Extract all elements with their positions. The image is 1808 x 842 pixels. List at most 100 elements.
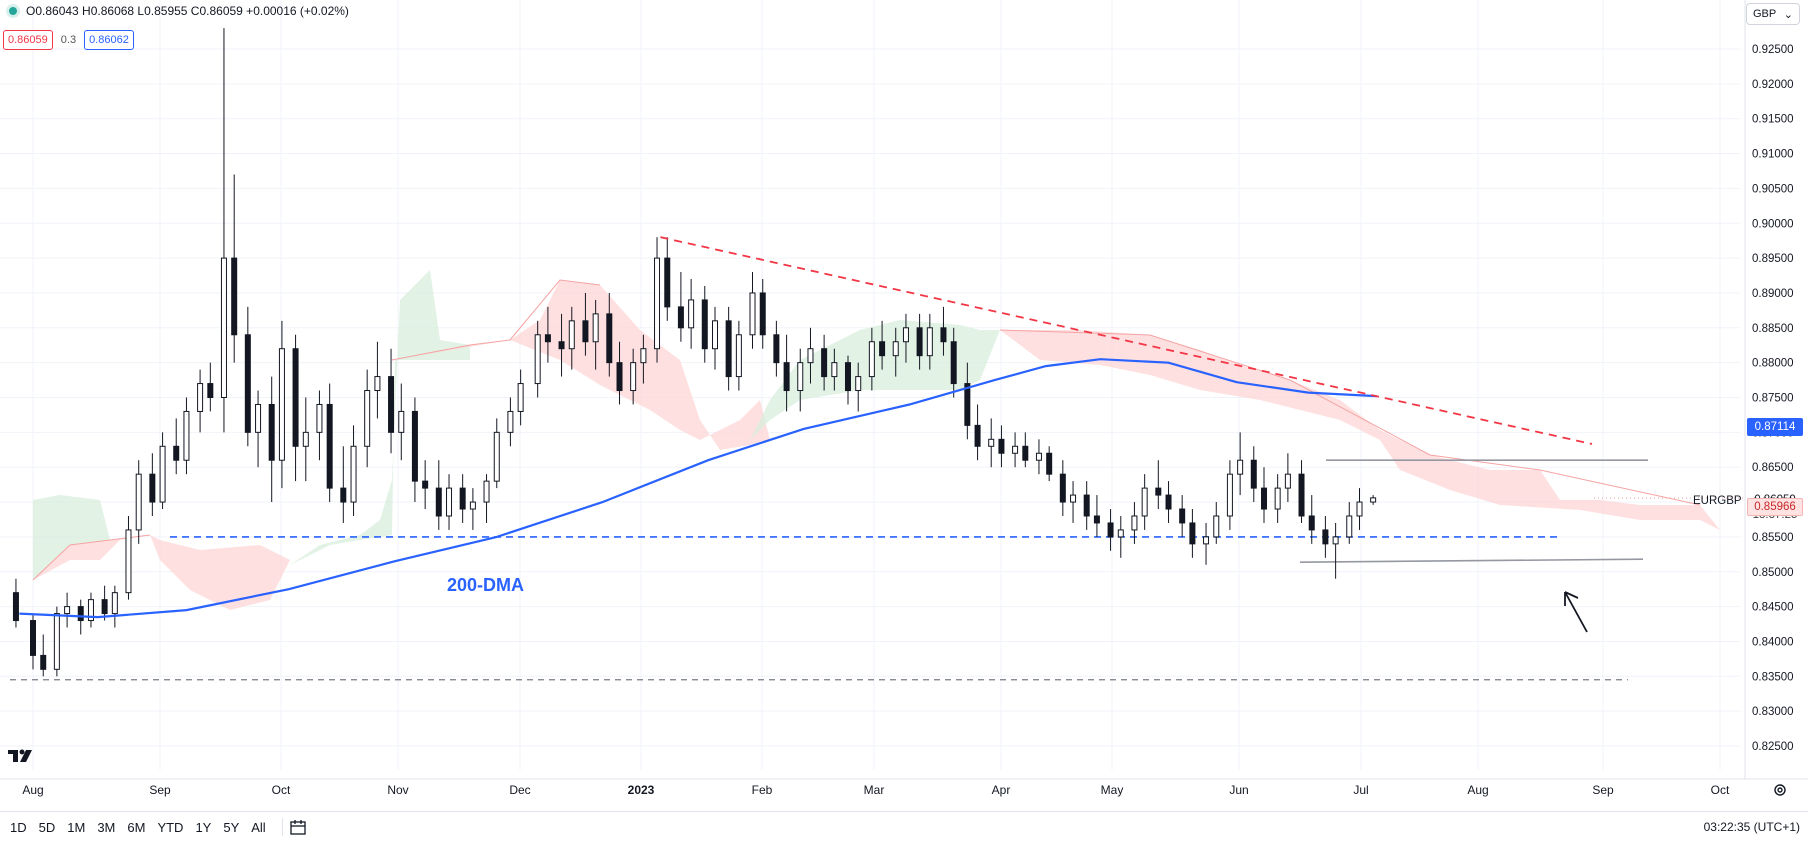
gear-icon[interactable] (1772, 782, 1788, 803)
candle-body (101, 599, 108, 615)
y-tick-label: 0.89000 (1752, 288, 1794, 300)
candle-body (183, 410, 190, 461)
y-tick-label: 0.91500 (1752, 114, 1794, 126)
candle-body (125, 529, 132, 594)
cloud-area (33, 495, 110, 580)
candle-body (1059, 473, 1066, 503)
candle-body (1035, 452, 1042, 461)
candle-body (77, 606, 84, 622)
candle-body (664, 257, 671, 308)
x-tick-label: Apr (992, 783, 1011, 797)
range-all[interactable]: All (251, 819, 266, 835)
x-tick-label: Sep (149, 783, 171, 797)
y-tick-label: 0.83000 (1752, 706, 1794, 718)
candle-body (111, 592, 118, 615)
candle-body (255, 403, 262, 433)
candle-body (879, 341, 886, 357)
cloud-edge (391, 279, 601, 361)
candle-body (592, 313, 599, 343)
candle-body (364, 390, 371, 447)
clock[interactable]: 03:22:35 (UTC+1) (1703, 820, 1800, 834)
candle-body (1356, 501, 1363, 517)
candle-body (340, 487, 347, 503)
toolbar-divider (281, 818, 283, 836)
range-ytd[interactable]: YTD (157, 819, 184, 835)
candle-body (278, 348, 285, 461)
tradingview-logo-icon[interactable] (6, 746, 36, 769)
candle-body (316, 403, 323, 433)
x-tick-label: Oct (1711, 783, 1730, 797)
candle-body (459, 487, 466, 510)
candle-body (30, 620, 36, 656)
candle-body (892, 341, 899, 357)
y-tick-label: 0.86500 (1752, 462, 1794, 474)
ichimoku-cloud (32, 270, 1720, 610)
candle-body (1298, 473, 1305, 517)
y-tick-label: 0.85000 (1752, 567, 1794, 579)
range-3m[interactable]: 3M (97, 819, 116, 835)
candle-body (1274, 487, 1281, 510)
x-tick-label: 2023 (628, 783, 655, 797)
candle-body (640, 348, 647, 364)
buy-price-button[interactable]: 0.86062 (84, 30, 134, 50)
candle-body (12, 592, 19, 622)
candle-body (701, 299, 708, 350)
candle-body (1332, 536, 1339, 545)
candle-body (326, 403, 333, 489)
candle-body (1226, 473, 1233, 517)
dma-label: 200-DMA (447, 575, 524, 595)
candle-body (207, 383, 214, 398)
chart-canvas[interactable]: 200-DMA 0.92500 0.92000 0.91500 0.91000 0.90… (0, 0, 1808, 811)
cloud-area (750, 320, 1000, 440)
candle-body (1346, 515, 1353, 538)
candle-body (534, 334, 541, 385)
candle-body (616, 362, 623, 392)
candle-body (735, 334, 742, 378)
candle-body (435, 487, 442, 517)
calendar-icon[interactable] (289, 819, 307, 835)
cloud-area (290, 270, 470, 565)
range-5d[interactable]: 5D (38, 819, 56, 835)
candle-body (374, 376, 381, 392)
y-tick-label: 0.91000 (1752, 149, 1794, 161)
y-tick-label: 0.92000 (1752, 79, 1794, 91)
candle-body (1107, 522, 1114, 538)
candle-body (53, 613, 60, 670)
sell-price-button[interactable]: 0.86059 (3, 30, 53, 50)
range-1d[interactable]: 1D (10, 819, 27, 835)
candle-body (916, 327, 923, 357)
candle-body (1083, 494, 1090, 517)
cloud-area (392, 280, 770, 450)
candle-body (1141, 487, 1148, 517)
y-tick-label: 0.92500 (1752, 44, 1794, 56)
y-tick-label: 0.90500 (1752, 183, 1794, 195)
candle-body (630, 362, 637, 392)
trade-chips: 0.86059 0.3 0.86062 (3, 30, 134, 50)
candle-body (1261, 487, 1268, 510)
candle-body (398, 410, 405, 433)
candle-body (40, 654, 47, 670)
range-6m[interactable]: 6M (127, 819, 146, 835)
y-tick-label: 0.88000 (1752, 358, 1794, 370)
range-1y[interactable]: 1Y (195, 819, 212, 835)
candle-body (759, 292, 766, 336)
candle-body (268, 403, 275, 461)
currency-select[interactable]: GBP ⌄ (1746, 3, 1800, 25)
candle-body (87, 599, 94, 622)
ohlc-values: O0.86043 H0.86068 L0.85955 C0.86059 +0.0… (26, 4, 349, 18)
candle-body (677, 306, 684, 329)
candle-body (1093, 515, 1100, 524)
candle-body (1370, 497, 1377, 503)
x-tick-label: Aug (1467, 783, 1488, 797)
range-1m[interactable]: 1M (67, 819, 86, 835)
y-tick-label: 0.89500 (1752, 253, 1794, 265)
candle-body (558, 341, 565, 350)
candle-body (292, 348, 299, 447)
candle-body (974, 424, 981, 447)
x-axis[interactable]: Aug Sep Oct Nov Dec 2023 Feb Mar Apr May Jun Jul Aug… (22, 783, 1730, 797)
cloud-area (1000, 330, 1720, 530)
candle-body (507, 410, 514, 433)
candle-body (1022, 445, 1029, 461)
x-tick-label: Feb (752, 783, 773, 797)
range-5y[interactable]: 5Y (223, 819, 240, 835)
